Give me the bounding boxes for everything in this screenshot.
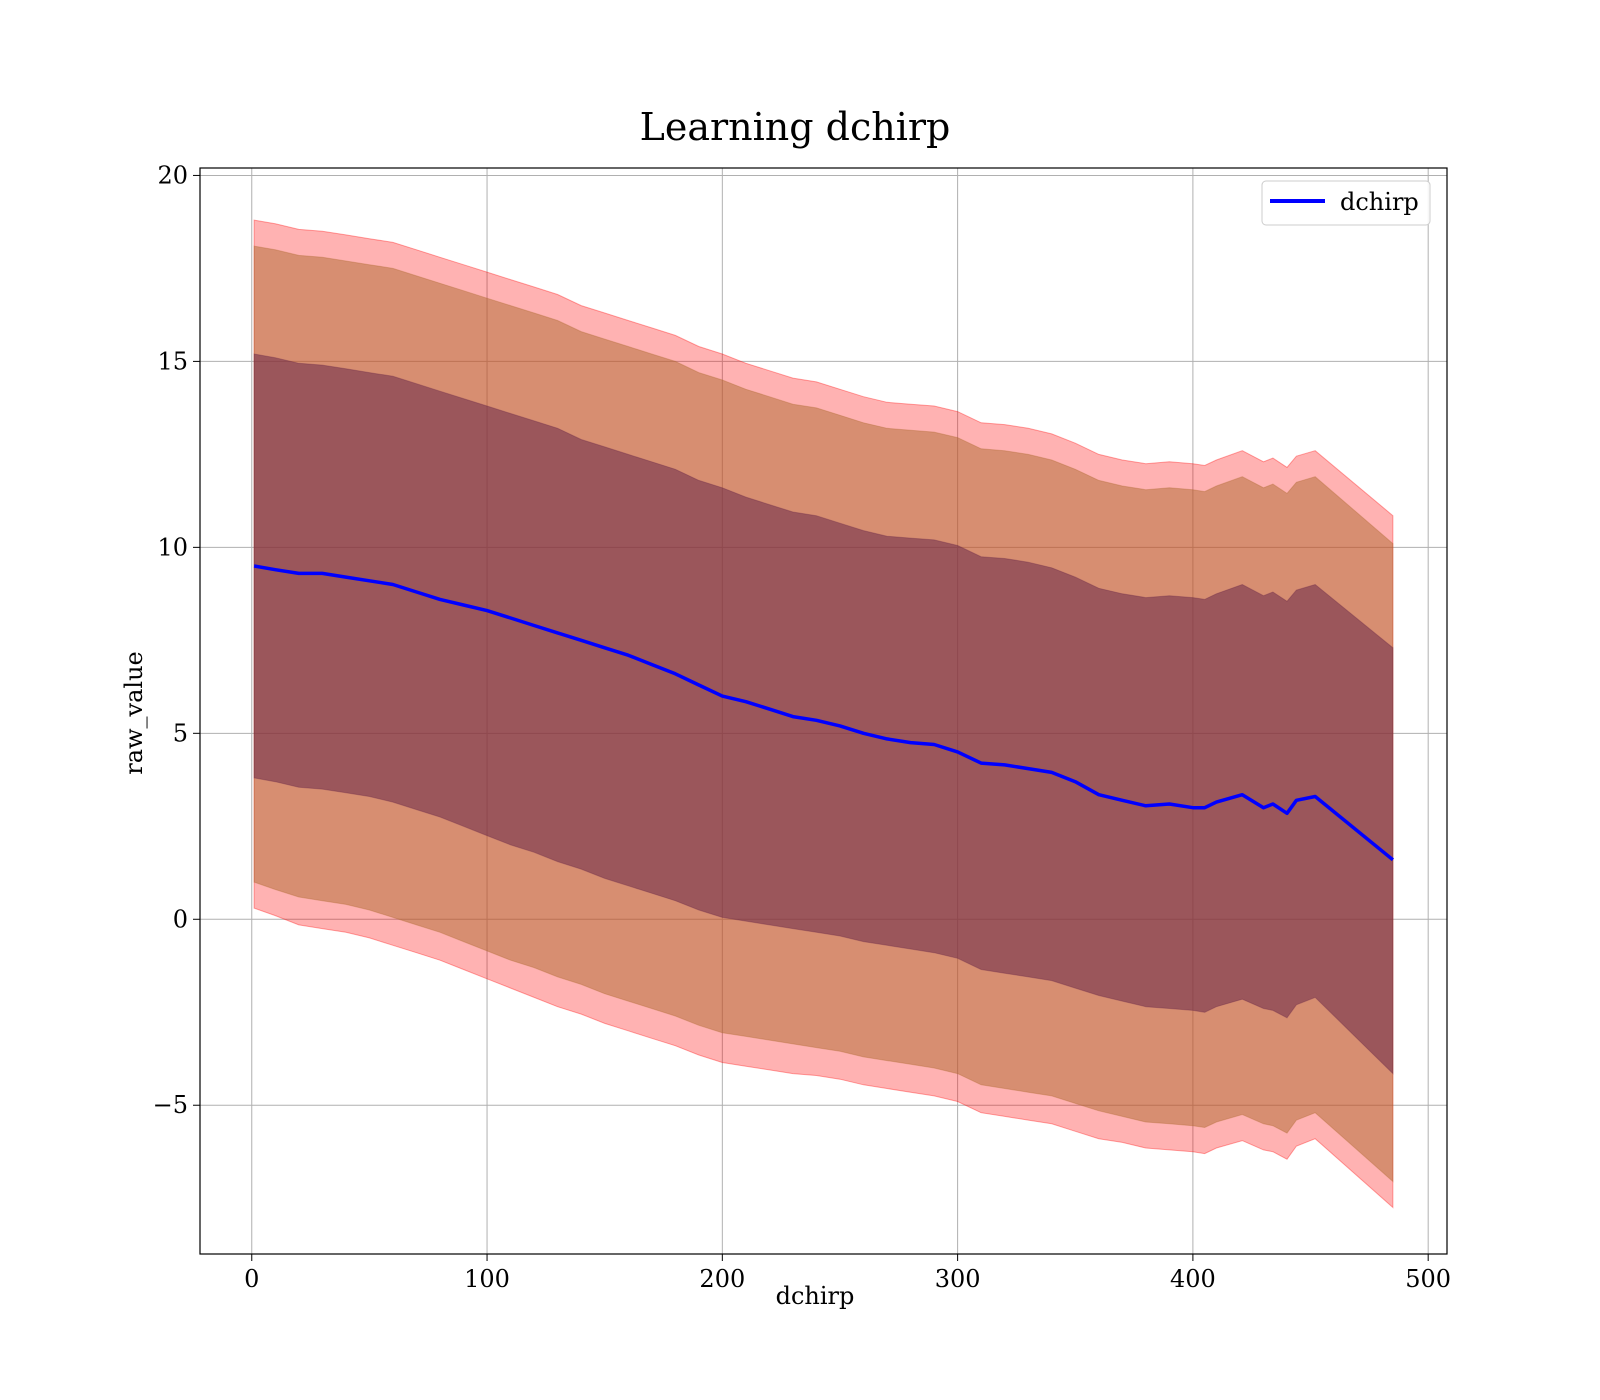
plot-area: 0 100 200 300 400 500 −5 0 5 10 15 20 (153, 161, 1451, 1293)
x-tick-label: 400 (1170, 1265, 1216, 1293)
x-tick-label: 200 (699, 1265, 745, 1293)
x-axis-ticks: 0 100 200 300 400 500 (244, 1254, 1451, 1293)
axes-frame (199, 167, 1448, 1255)
x-tick-label: 300 (935, 1265, 981, 1293)
y-tick-label: 0 (173, 905, 188, 933)
legend: dchirp (1261, 180, 1431, 226)
y-tick-label: 15 (157, 347, 188, 375)
series-line-dchirp (253, 564, 1395, 862)
y-tick-label: 10 (157, 533, 188, 561)
series-line-group (253, 564, 1395, 862)
band-inner (253, 353, 1394, 1075)
y-tick-label: 5 (173, 719, 188, 747)
y-tick-label: −5 (153, 1091, 188, 1119)
confidence-bands (253, 219, 1394, 1209)
y-axis-label: raw_value (120, 651, 148, 775)
legend-label: dchirp (1340, 188, 1419, 216)
y-axis-ticks: −5 0 5 10 15 20 (153, 161, 200, 1119)
x-axis-label: dchirp (776, 1282, 855, 1310)
x-tick-label: 0 (244, 1265, 259, 1293)
chart-title: Learning dchirp (640, 105, 951, 149)
y-tick-label: 20 (157, 161, 188, 189)
x-tick-label: 500 (1405, 1265, 1451, 1293)
x-tick-label: 100 (464, 1265, 510, 1293)
legend-box (1261, 180, 1431, 226)
